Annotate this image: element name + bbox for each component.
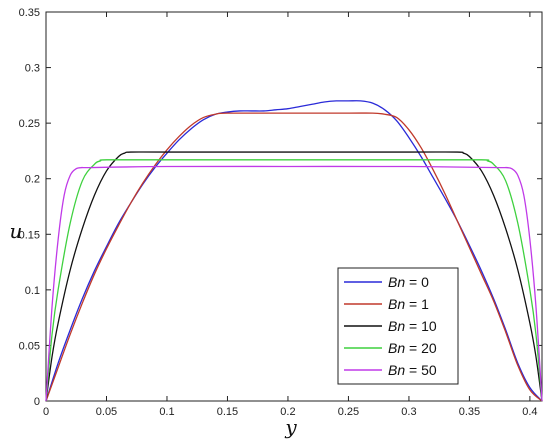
series-lines (45, 100, 543, 402)
series-line-bn-2 (45, 151, 543, 402)
x-axis: 0 0.05 0.1 0.15 0.2 0.25 0.3 0.35 0.4 (43, 12, 538, 418)
legend-entry-value: = 50 (405, 362, 437, 378)
y-tick-label: 0.05 (19, 340, 40, 352)
x-tick-label: 0.2 (280, 406, 295, 418)
series-line-bn-0 (45, 100, 543, 402)
plot-area (45, 11, 543, 402)
legend-entry-variable: Bn (388, 318, 405, 334)
series-line-bn-1 (45, 112, 543, 402)
y-tick-label: 0 (34, 396, 40, 408)
series-line-bn-3 (45, 159, 543, 402)
x-tick-label: 0.25 (338, 406, 359, 418)
x-axis-label: y (284, 415, 297, 439)
legend-entry-value: = 0 (405, 274, 429, 290)
x-tick-label: 0.05 (96, 406, 117, 418)
legend-entry-variable: Bn (388, 296, 405, 312)
legend-entry-value: = 1 (405, 296, 429, 312)
legend-entry-label: Bn = 0 (388, 274, 429, 290)
legend-entry-variable: Bn (388, 362, 405, 378)
x-tick-label: 0.35 (459, 406, 480, 418)
legend-entry-label: Bn = 1 (388, 296, 429, 312)
x-tick-label: 0.4 (522, 406, 537, 418)
y-axis-label: u (10, 219, 23, 243)
plot-border (45, 11, 543, 402)
legend-entry-value: = 10 (405, 318, 437, 334)
legend-entry-label: Bn = 50 (388, 362, 437, 378)
legend-entry-value: = 20 (405, 340, 437, 356)
x-tick-label: 0.1 (159, 406, 174, 418)
series-line-bn-4 (45, 165, 543, 402)
y-tick-label: 0.15 (19, 229, 40, 241)
legend-entry-variable: Bn (388, 274, 405, 290)
y-tick-label: 0.35 (19, 7, 40, 19)
x-tick-label: 0 (43, 406, 49, 418)
legend-entry-label: Bn = 20 (388, 340, 437, 356)
y-tick-label: 0.1 (25, 285, 40, 297)
x-tick-label: 0.15 (217, 406, 238, 418)
y-axis: 0 0.05 0.1 0.15 0.2 0.25 0.3 0.35 (19, 7, 542, 408)
y-tick-label: 0.3 (25, 63, 40, 75)
legend-entry-label: Bn = 10 (388, 318, 437, 334)
legend-entry-variable: Bn (388, 340, 405, 356)
x-tick-label: 0.3 (401, 406, 416, 418)
y-tick-label: 0.2 (25, 174, 40, 186)
y-tick-label: 0.25 (19, 118, 40, 130)
